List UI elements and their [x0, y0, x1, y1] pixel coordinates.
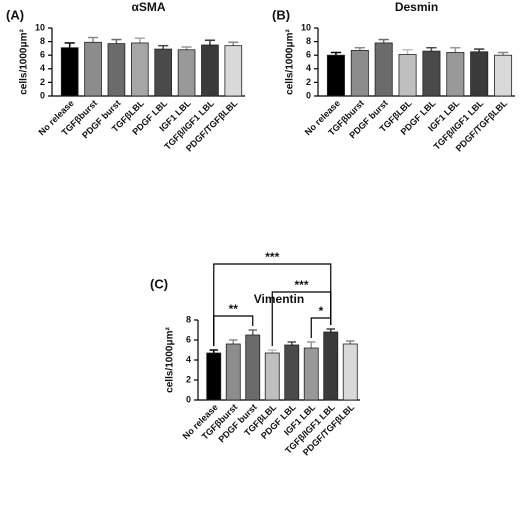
bar — [206, 352, 222, 401]
chart-title: αSMA — [131, 0, 165, 14]
y-axis-label: cells/1000μm² — [285, 29, 296, 95]
y-tick-label: 8 — [306, 36, 311, 46]
significance-label: ** — [229, 302, 239, 316]
significance-bracket — [310, 317, 332, 338]
y-tick-label: 2 — [186, 374, 191, 384]
bar — [284, 344, 300, 401]
y-tick-label: 2 — [306, 77, 311, 87]
bar — [446, 52, 465, 97]
bar — [326, 54, 345, 97]
panel-label: (C) — [150, 276, 168, 291]
bar — [224, 45, 243, 97]
bar — [398, 54, 417, 97]
bar — [303, 347, 319, 401]
y-tick-label: 6 — [186, 334, 191, 344]
y-tick-label: 4 — [306, 63, 311, 73]
chart-title: Vimentin — [254, 292, 304, 306]
y-tick-label: 8 — [186, 314, 191, 324]
chart-title: Desmin — [395, 0, 438, 14]
y-tick-label: 6 — [40, 50, 45, 60]
significance-label: * — [319, 304, 324, 318]
bar — [107, 43, 126, 97]
bar — [350, 50, 369, 97]
bar — [201, 44, 219, 97]
y-tick-label: 10 — [301, 22, 311, 32]
y-axis-label: cells/1000μm² — [165, 327, 176, 393]
y-tick-label: 4 — [40, 63, 45, 73]
bar — [245, 334, 261, 401]
y-tick-label: 4 — [186, 354, 191, 364]
bar — [264, 352, 280, 401]
bar — [84, 41, 102, 97]
y-tick-label: 0 — [186, 394, 191, 404]
panel-label: (A) — [6, 7, 24, 22]
bar — [60, 47, 79, 97]
bar — [177, 49, 196, 97]
bar — [470, 51, 489, 97]
y-tick-label: 10 — [35, 22, 45, 32]
significance-label: *** — [265, 250, 279, 264]
bar — [130, 42, 149, 97]
bar — [342, 343, 358, 401]
panel-label: (B) — [272, 7, 290, 22]
y-tick-label: 8 — [40, 36, 45, 46]
y-tick-label: 0 — [40, 90, 45, 100]
significance-bracket — [213, 315, 254, 346]
y-tick-label: 6 — [306, 50, 311, 60]
y-tick-label: 2 — [40, 77, 45, 87]
bar — [323, 331, 339, 401]
bar — [154, 48, 173, 97]
y-axis-label: cells/1000μm² — [19, 29, 30, 95]
bar — [422, 50, 441, 97]
bar — [494, 54, 513, 97]
significance-label: *** — [294, 278, 308, 292]
y-tick-label: 0 — [306, 90, 311, 100]
significance-bracket — [271, 291, 332, 346]
bar — [225, 343, 241, 401]
bar — [374, 42, 393, 97]
